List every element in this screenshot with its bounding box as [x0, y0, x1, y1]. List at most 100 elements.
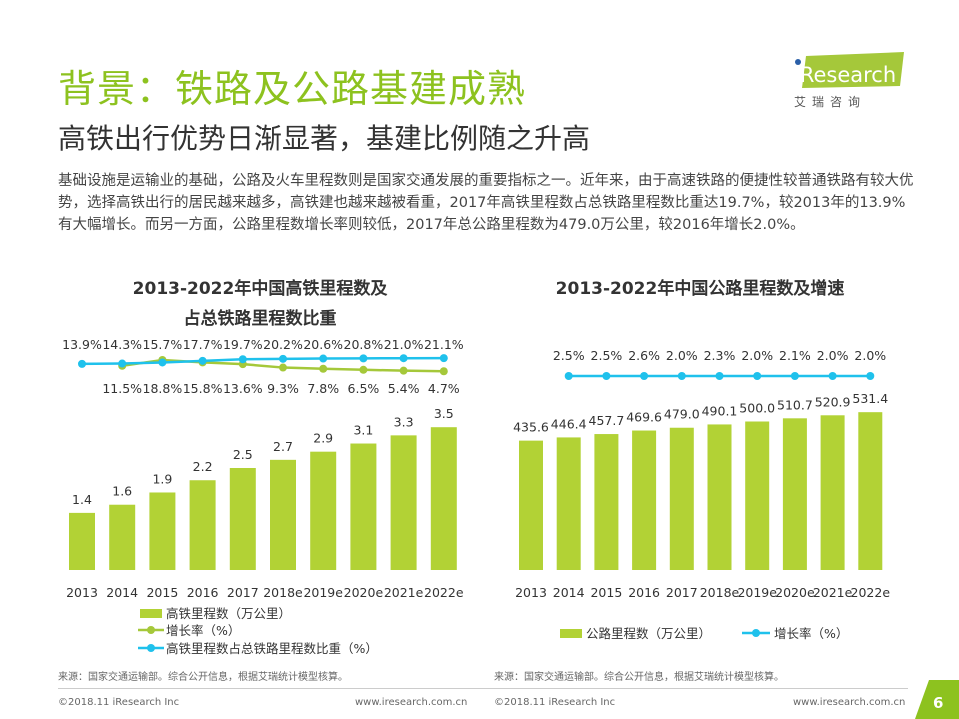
chart2-bar-label: 435.6: [513, 420, 549, 435]
chart2-bar-label: 490.1: [702, 403, 738, 418]
chart2-bar: [782, 418, 807, 570]
chart2-growth-point: [790, 372, 799, 380]
chart2-x-tick: 2013: [515, 585, 547, 600]
chart1-point-blue: [279, 354, 287, 363]
chart2-x-tick: 2015: [590, 585, 622, 600]
chart1-growth-label: 15.8%: [183, 381, 223, 396]
chart2-bar: [707, 424, 732, 570]
chart2-growth-point: [640, 372, 649, 380]
chart2-bar: [669, 427, 694, 570]
chart1-bar: [310, 451, 337, 570]
chart1-bar-label: 1.6: [112, 484, 132, 499]
legend-green-dot: [147, 626, 155, 634]
chart2-bar: [858, 412, 883, 570]
chart2-bar-label: 446.4: [551, 416, 587, 431]
chart1-x-tick: 2018e: [263, 585, 303, 600]
chart1-share-label: 17.7%: [183, 337, 223, 352]
chart1-x-tick: 2019e: [303, 585, 343, 600]
chart1-bar-label: 1.9: [152, 471, 172, 486]
chart2-growth-label: 2.0%: [741, 348, 773, 363]
chart2-growth-label: 2.1%: [779, 348, 811, 363]
chart1-x-tick: 2017: [227, 585, 259, 600]
legend2-line-label: 增长率（%）: [774, 626, 848, 641]
chart2-bar: [519, 440, 543, 570]
chart2-bar-label: 531.4: [852, 391, 888, 406]
page-number: 6: [933, 694, 944, 712]
chart2-bar-label: 469.6: [626, 410, 662, 425]
chart2-bar: [556, 437, 581, 570]
chart2-bar-label: 457.7: [589, 413, 625, 428]
chart2-bar: [632, 430, 657, 570]
chart2-growth-point: [866, 372, 875, 380]
chart1-share-label: 14.3%: [102, 337, 142, 352]
chart1-point-blue: [238, 355, 247, 364]
chart1-growth-label: 5.4%: [388, 381, 420, 396]
chart1-growth-label: 6.5%: [348, 381, 380, 396]
chart1-share-label: 20.8%: [344, 337, 384, 352]
chart2-growth-point: [677, 372, 686, 380]
chart2-bar: [820, 415, 845, 570]
chart2-title: 2013-2022年中国公路里程数及增速: [555, 279, 845, 299]
chart1-bar: [189, 480, 216, 570]
chart1-x-tick: 2014: [106, 585, 138, 600]
chart1-point-blue: [118, 359, 127, 368]
chart1-title-line1: 2013-2022年中国高铁里程数及: [132, 279, 388, 299]
chart1-x-tick: 2021e: [384, 585, 424, 600]
chart2-bar: [594, 434, 619, 570]
legend2-line-dot: [752, 629, 760, 637]
legend2-bar-swatch: [560, 629, 582, 638]
chart2-x-tick: 2014: [553, 585, 585, 600]
chart1-point-blue: [198, 356, 207, 365]
chart2-x-tick: 2022e: [851, 585, 891, 600]
chart1-share-label: 13.9%: [62, 337, 102, 352]
source-note-right: 来源：国家交通运输部。综合公开信息，根据艾瑞统计模型核算。: [494, 672, 784, 683]
chart2-growth-point: [602, 372, 611, 380]
url-right: www.iresearch.com.cn: [793, 697, 906, 708]
legend-bar-label: 高铁里程数（万公里）: [166, 606, 291, 621]
chart1-point-green: [439, 367, 448, 376]
chart1-bar: [390, 435, 417, 570]
page-subtitle: 高铁出行优势日渐显著，基建比例随之升高: [58, 122, 591, 155]
svg-text:iResearch: iResearch: [794, 63, 896, 87]
chart2-x-tick: 2021e: [813, 585, 853, 600]
chart2-x-tick: 2019e: [737, 585, 777, 600]
chart1-growth-label: 13.6%: [223, 381, 263, 396]
chart1-bar: [149, 492, 176, 570]
legend-blue-dot: [147, 644, 155, 652]
chart1-x-tick: 2020e: [344, 585, 384, 600]
chart1-point-blue: [439, 354, 448, 363]
chart1-bar: [350, 443, 377, 570]
chart2-growth-point: [753, 372, 762, 380]
chart1-x-tick: 2016: [187, 585, 219, 600]
chart2-growth-label: 2.6%: [628, 348, 660, 363]
source-note-left: 来源：国家交通运输部。综合公开信息，根据艾瑞统计模型核算。: [58, 672, 348, 683]
chart1-share-label: 21.1%: [424, 337, 464, 352]
chart1-growth-label: 7.8%: [307, 381, 339, 396]
chart1-point-blue: [158, 358, 167, 367]
chart2-growth-point: [828, 372, 837, 380]
chart1-bar: [69, 512, 95, 570]
chart1-share-label: 20.6%: [303, 337, 343, 352]
chart2-bar-label: 520.9: [815, 394, 851, 409]
copyright-left: ©2018.11 iResearch Inc: [58, 697, 180, 708]
chart1-bar: [430, 427, 457, 570]
chart2-growth-label: 2.5%: [591, 348, 623, 363]
chart1-title-line2: 占总铁路里程数比重: [183, 309, 337, 329]
chart1-growth-label: 9.3%: [267, 381, 299, 396]
chart2-bar: [745, 421, 770, 570]
chart2-bar-label: 510.7: [777, 397, 813, 412]
chart1-point-green: [319, 364, 328, 373]
iresearch-logo: iResearch 艾瑞咨询: [792, 52, 912, 116]
chart1-bar: [270, 459, 296, 570]
chart1-share-label: 20.2%: [263, 337, 303, 352]
chart1-x-tick: 2022e: [424, 585, 464, 600]
chart1-growth-label: 18.8%: [143, 381, 183, 396]
legend-green-label: 增长率（%）: [166, 623, 240, 638]
chart1-bar-label: 2.7: [273, 439, 293, 454]
chart2-growth-label: 2.5%: [553, 348, 585, 363]
chart1-bar: [109, 504, 136, 570]
chart2-growth-label: 2.3%: [704, 348, 736, 363]
legend2-bar-label: 公路里程数（万公里）: [586, 626, 711, 641]
chart1-bar: [229, 468, 256, 570]
